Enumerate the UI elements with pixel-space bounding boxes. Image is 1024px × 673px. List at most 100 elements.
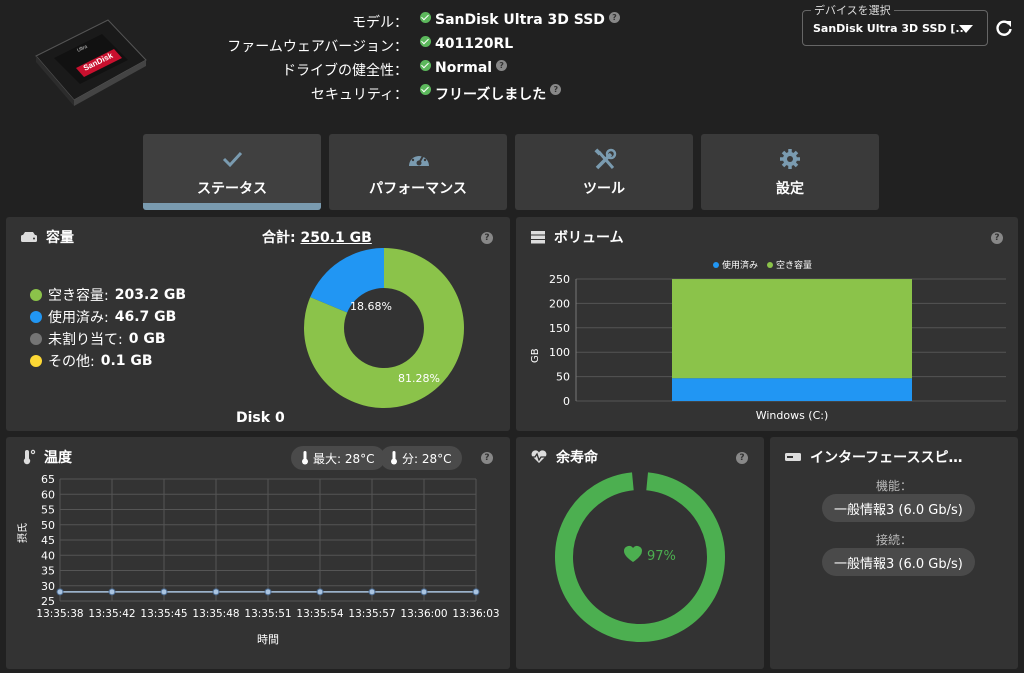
y-tick-label: 45 — [41, 534, 55, 547]
tab-status-label: ステータス — [197, 181, 267, 197]
check-icon — [420, 12, 431, 23]
y-tick-label: 200 — [549, 297, 570, 310]
y-tick-label: 65 — [41, 473, 55, 486]
max-temp-badge: 最大: 28°C — [291, 446, 385, 470]
legend-free: 空き容量: 203.2 GB — [30, 285, 186, 305]
temperature-panel: 温度 最大: 28°C 分: 28°C ? 65 60 55 50 45 40 35 30 25… — [6, 437, 510, 669]
gear-icon — [780, 149, 800, 169]
x-tick-label: 13:35:54 — [296, 608, 343, 620]
tab-status[interactable]: ステータス — [143, 134, 321, 210]
device-select-legend: デバイスを選択 — [811, 2, 894, 18]
donut-label-free: 81.28% — [398, 372, 440, 385]
lifespan-arc — [555, 472, 725, 642]
volume-panel: ボリューム ? 使用済み 空き容量 250 200 150 100 50 0 GB Win… — [516, 217, 1018, 431]
interface-panel: インターフェーススピ… 機能： 一般情報3 (6.0 Gb/s) 接続： 一般情… — [770, 437, 1018, 669]
help-icon[interactable]: ? — [481, 452, 493, 464]
volume-title: ボリューム — [530, 227, 624, 247]
device-select-value: SanDisk Ultra 3D SSD [... — [813, 22, 968, 35]
help-icon[interactable]: ? — [550, 84, 562, 95]
y-tick-label: 55 — [41, 504, 55, 517]
y-tick-label: 100 — [549, 346, 570, 359]
x-tick-label: 13:35:57 — [348, 608, 395, 620]
x-tick-label: Windows (C:) — [756, 409, 829, 422]
legend-label: 使用済み: — [48, 310, 109, 326]
security-value: フリーズしました — [435, 87, 547, 103]
legend-swatch-used — [713, 262, 719, 268]
capacity-title: 容量 — [20, 227, 74, 247]
interface-title-text: インターフェーススピ… — [810, 450, 963, 466]
tab-performance[interactable]: パフォーマンス — [329, 134, 507, 210]
firmware-label: ファームウェアバージョン： — [227, 39, 408, 55]
thermometer-icon — [23, 449, 36, 465]
help-icon[interactable]: ? — [608, 12, 620, 23]
temperature-point — [160, 588, 168, 596]
capacity-donut-chart: 18.68% 81.28% — [304, 248, 464, 408]
temperature-point — [56, 588, 64, 596]
y-tick-label: 50 — [41, 519, 55, 532]
hdd-icon — [21, 232, 37, 242]
y-tick-label: 250 — [549, 273, 570, 286]
total-capacity: 合計: 250.1 GB — [262, 227, 372, 247]
volume-bar-chart: 使用済み 空き容量 250 200 150 100 50 0 GB Windows (C:… — [530, 259, 1006, 422]
heartbeat-icon — [531, 450, 547, 463]
help-icon[interactable]: ? — [736, 452, 748, 464]
legend-label-free: 空き容量 — [776, 259, 812, 271]
help-icon[interactable]: ? — [481, 232, 493, 244]
legend-label: その他: — [48, 354, 95, 370]
security-label: セキュリティ： — [310, 87, 408, 103]
legend-other: その他: 0.1 GB — [30, 351, 153, 371]
device-select[interactable]: デバイスを選択 SanDisk Ultra 3D SSD [... — [802, 2, 988, 46]
x-axis-label: 時間 — [257, 633, 279, 646]
interface-title: インターフェーススピ… — [784, 447, 962, 467]
total-label: 合計: — [262, 230, 296, 246]
model-row: モデル： SanDisk Ultra 3D SSD ? — [200, 12, 620, 32]
server-icon — [531, 231, 545, 244]
hdd-icon — [785, 453, 801, 461]
help-icon[interactable]: ? — [496, 60, 508, 71]
model-value: SanDisk Ultra 3D SSD — [435, 12, 605, 28]
thermometer-icon — [302, 451, 308, 465]
y-tick-label: 0 — [563, 395, 570, 408]
firmware-row: ファームウェアバージョン： 401120RL — [200, 36, 513, 56]
capacity-panel: 容量 合計: 250.1 GB ? 空き容量: 203.2 GB 使用済み: 46.… — [6, 217, 510, 431]
x-tick-label: 13:35:48 — [192, 608, 239, 620]
x-tick-label: 13:35:42 — [88, 608, 135, 620]
total-value: 250.1 GB — [300, 230, 372, 246]
legend-label: 未割り当て: — [48, 332, 123, 348]
thermometer-icon — [391, 451, 397, 465]
legend-swatch — [30, 333, 42, 345]
legend-label-used: 使用済み — [722, 259, 758, 271]
x-tick-label: 13:36:00 — [400, 608, 447, 620]
tab-settings[interactable]: 設定 — [701, 134, 879, 210]
legend-used: 使用済み: 46.7 GB — [30, 307, 176, 327]
refresh-icon[interactable] — [995, 19, 1013, 37]
y-tick-label: 60 — [41, 488, 55, 501]
connection-value: 一般情報3 (6.0 Gb/s) — [822, 548, 975, 576]
health-row: ドライブの健全性： Normal ? — [200, 60, 508, 80]
legend-swatch — [30, 311, 42, 323]
bar-used — [672, 378, 912, 401]
drive-image: SanDisk Ultra — [35, 19, 147, 106]
tab-tools[interactable]: ツール — [515, 134, 693, 210]
temperature-point — [472, 588, 480, 596]
x-tick-label: 13:35:38 — [36, 608, 83, 620]
bar-free — [672, 279, 912, 379]
help-icon[interactable]: ? — [991, 232, 1003, 244]
check-icon — [420, 84, 431, 95]
temperature-title: 温度 — [20, 447, 72, 467]
capability-label: 機能： — [875, 479, 912, 493]
connection-label: 接続： — [875, 533, 912, 547]
chevron-down-icon — [959, 25, 973, 33]
temperature-point — [368, 588, 376, 596]
health-value: Normal — [435, 60, 493, 76]
legend-value: 203.2 GB — [114, 287, 187, 303]
y-tick-label: 150 — [549, 322, 570, 335]
min-temp-badge: 分: 28°C — [380, 446, 462, 470]
y-tick-label: 50 — [556, 371, 570, 384]
lifespan-ring-chart: 97% — [555, 472, 725, 642]
lifespan-value: 97% — [647, 549, 676, 564]
temperature-title-text: 温度 — [44, 450, 72, 466]
tab-tools-label: ツール — [583, 181, 625, 197]
y-axis-label: GB — [530, 348, 541, 363]
